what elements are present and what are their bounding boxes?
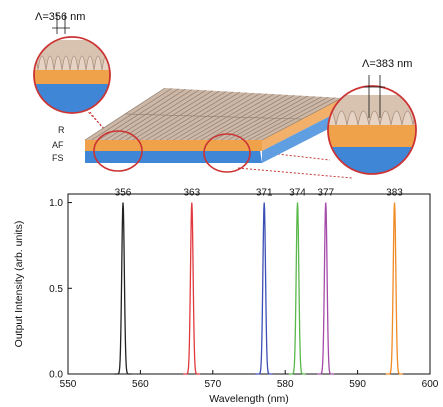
zoom-ring-right bbox=[327, 85, 417, 175]
grating-ridge bbox=[93, 55, 103, 71]
substrate-side-face bbox=[262, 110, 342, 163]
y-axis-title: Output Intensity (arb. units) bbox=[13, 221, 25, 348]
peak-label-383: 383 bbox=[386, 188, 403, 199]
layer-label-resist: R bbox=[58, 125, 65, 135]
layer-label-active-film: AF bbox=[52, 140, 64, 150]
grating-seam bbox=[124, 113, 303, 120]
y-tick-label: 1.0 bbox=[49, 198, 63, 209]
spectrum-peak-377 bbox=[317, 202, 335, 375]
x-tick-label: 560 bbox=[132, 379, 149, 390]
x-tick-label: 580 bbox=[277, 379, 294, 390]
zoom-callout-left: Λ=356 nm bbox=[33, 11, 126, 114]
grating-ridge bbox=[85, 55, 95, 71]
x-axis-title: Wavelength (nm) bbox=[209, 393, 289, 405]
layer-label-substrate: FS bbox=[52, 153, 64, 163]
x-tick-label: 570 bbox=[204, 379, 221, 390]
grating-ridge bbox=[109, 55, 110, 71]
plot-frame bbox=[67, 193, 431, 375]
grating-ridge bbox=[390, 110, 403, 126]
grating-ridge bbox=[77, 55, 87, 71]
grating-ridge bbox=[61, 55, 71, 71]
peak-label-371: 371 bbox=[256, 188, 273, 199]
active-film-front-face bbox=[85, 140, 262, 151]
spectrum-peak-363 bbox=[183, 202, 201, 375]
axis-ticks: 550 560 570 580 590 600 0.0 0.5 1.0 bbox=[49, 198, 439, 390]
spectrum-peaks: 356 363 371 374 377 383 bbox=[114, 188, 403, 375]
grating-ridge bbox=[37, 55, 47, 71]
highlight-ring-right bbox=[203, 133, 251, 173]
spectrum-peak-356 bbox=[114, 202, 132, 375]
grating-lines bbox=[84, 87, 343, 141]
substrate-front-face bbox=[85, 150, 262, 163]
grating-ridge bbox=[335, 110, 348, 126]
device-schematic: R AF FS Λ=356 nm bbox=[33, 11, 417, 179]
x-tick-label: 550 bbox=[60, 379, 77, 390]
spectrum-peak-374 bbox=[288, 202, 306, 375]
connector-line-right-2 bbox=[237, 167, 353, 179]
spectrum-chart: 550 560 570 580 590 600 0.0 0.5 1.0 356 363 371 374… bbox=[13, 188, 439, 405]
grating-ridge bbox=[118, 56, 126, 70]
peak-label-374: 374 bbox=[289, 188, 306, 199]
spectrum-peak-371 bbox=[255, 202, 273, 375]
peak-label-356: 356 bbox=[115, 188, 132, 199]
period-label-left: Λ=356 nm bbox=[35, 11, 85, 23]
grating-ridge bbox=[346, 110, 359, 126]
zoom-callout-right: Λ=383 nm bbox=[327, 58, 417, 175]
spectrum-peak-383 bbox=[385, 202, 403, 375]
period-label-right: Λ=383 nm bbox=[362, 58, 412, 70]
y-tick-label: 0.0 bbox=[49, 370, 63, 381]
grating-ridge bbox=[401, 110, 414, 126]
highlight-ring-left bbox=[93, 130, 143, 172]
grating-ridge bbox=[368, 110, 381, 126]
zoom-ring-left bbox=[33, 36, 111, 114]
connector-line-right bbox=[241, 149, 331, 161]
grating-ridge bbox=[357, 110, 370, 126]
x-tick-label: 590 bbox=[349, 379, 366, 390]
peak-label-377: 377 bbox=[317, 188, 334, 199]
active-film-side-face bbox=[262, 98, 342, 151]
grating-ridge bbox=[69, 55, 79, 71]
peak-label-363: 363 bbox=[183, 188, 200, 199]
resist-top-face bbox=[85, 88, 342, 140]
x-tick-label: 600 bbox=[422, 379, 439, 390]
grating-ridge bbox=[379, 110, 392, 126]
grating-ridge bbox=[45, 55, 55, 71]
y-tick-label: 0.5 bbox=[49, 284, 63, 295]
grating-ridge bbox=[53, 55, 63, 71]
